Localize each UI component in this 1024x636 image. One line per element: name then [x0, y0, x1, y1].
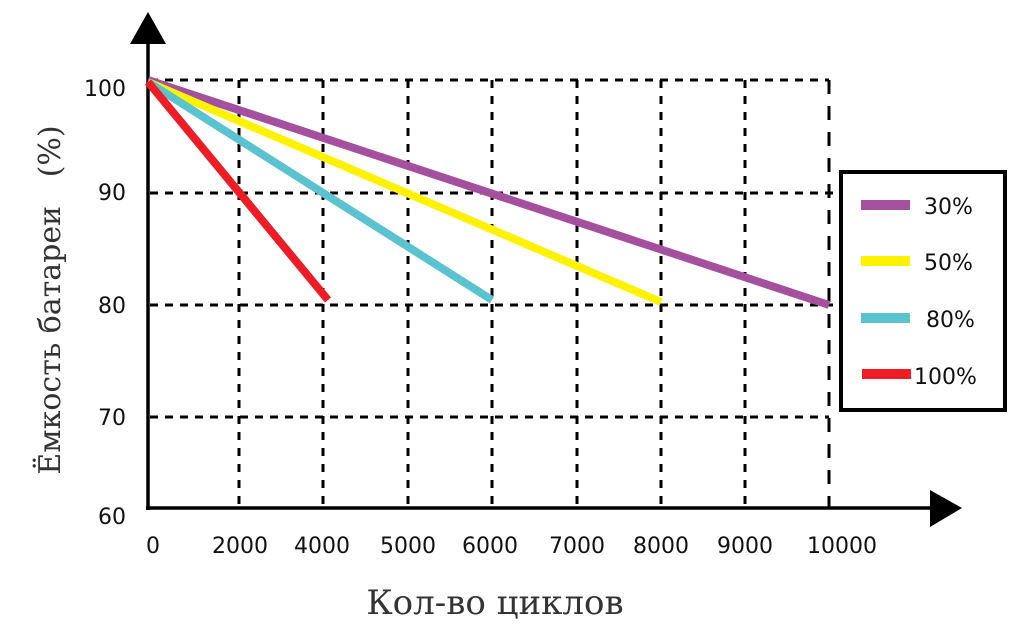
x-tick-labels: 0 2000 4000 5000 6000 7000 8000 9000 100…: [146, 534, 877, 559]
y-axis-arrow-icon: [130, 12, 166, 44]
y-axis-label: Ёмкость батареи (%): [32, 125, 68, 474]
legend-label-30: 30%: [924, 195, 973, 220]
legend: 30% 50% 80% 100%: [839, 170, 1007, 412]
legend-swatch-80: [861, 313, 910, 323]
y-tick-70: 70: [98, 406, 126, 431]
y-tick-60: 60: [98, 505, 126, 530]
legend-label-50: 50%: [924, 251, 973, 276]
x-axis-label: Кол-во циклов: [366, 583, 623, 623]
legend-swatch-30: [861, 200, 910, 210]
series-line-80: [145, 78, 495, 304]
legend-item-80: 80%: [861, 308, 975, 333]
y-tick-labels: 100 90 80 70 60: [84, 77, 126, 530]
series-line-50: [146, 78, 663, 306]
legend-item-30: 30%: [861, 195, 973, 220]
x-tick-7000: 7000: [549, 534, 605, 559]
legend-label-80: 80%: [926, 308, 975, 333]
series-line-30: [146, 76, 831, 309]
x-tick-4000: 4000: [294, 534, 350, 559]
grid-horizontal: [150, 78, 838, 419]
legend-swatch-100: [862, 369, 911, 379]
series-lines: [144, 76, 831, 309]
series-line-100: [144, 79, 332, 303]
x-tick-9000: 9000: [717, 534, 773, 559]
x-tick-0: 0: [146, 534, 160, 559]
x-tick-2000: 2000: [212, 534, 268, 559]
x-tick-5000: 5000: [380, 534, 436, 559]
y-tick-90: 90: [98, 181, 126, 206]
legend-item-50: 50%: [861, 251, 973, 276]
legend-item-100: 100%: [862, 365, 977, 390]
legend-swatch-50: [861, 256, 910, 266]
grid-vertical: [237, 80, 747, 508]
legend-label-100: 100%: [914, 365, 977, 390]
x-tick-6000: 6000: [462, 534, 518, 559]
x-tick-8000: 8000: [633, 534, 689, 559]
x-tick-10000: 10000: [807, 534, 877, 559]
y-tick-100: 100: [84, 77, 126, 102]
y-tick-80: 80: [98, 294, 126, 319]
x-axis-arrow-icon: [930, 490, 962, 527]
